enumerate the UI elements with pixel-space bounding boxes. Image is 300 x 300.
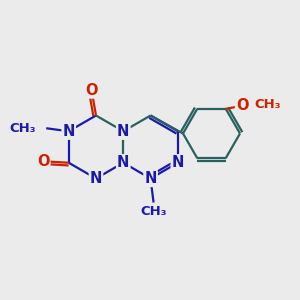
- Text: CH₃: CH₃: [140, 205, 167, 218]
- Text: O: O: [85, 82, 98, 98]
- Text: N: N: [62, 124, 75, 139]
- Text: O: O: [37, 154, 50, 169]
- Text: N: N: [117, 155, 130, 170]
- Text: CH₃: CH₃: [255, 98, 281, 111]
- Text: O: O: [236, 98, 248, 113]
- Text: N: N: [172, 155, 184, 170]
- Text: N: N: [90, 171, 102, 186]
- Text: N: N: [117, 124, 130, 139]
- Text: N: N: [144, 171, 157, 186]
- Text: CH₃: CH₃: [9, 122, 36, 135]
